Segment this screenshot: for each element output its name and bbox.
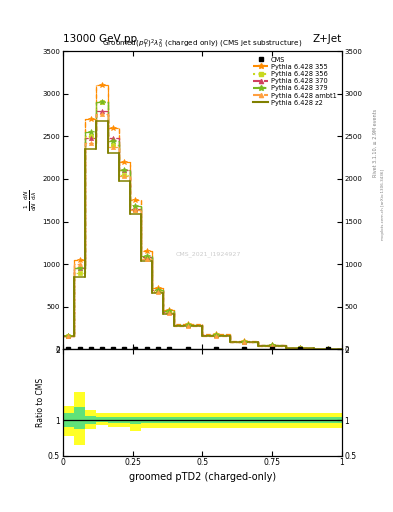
Title: Groomed$(p_T^D)^2\lambda_0^2$ (charged only) (CMS jet substructure): Groomed$(p_T^D)^2\lambda_0^2$ (charged o… xyxy=(102,38,303,51)
X-axis label: groomed pTD2 (charged-only): groomed pTD2 (charged-only) xyxy=(129,472,276,482)
Text: 13000 GeV pp: 13000 GeV pp xyxy=(63,33,137,44)
Y-axis label: $\frac{1}{\mathrm{d}N}$ $\frac{\mathrm{d}N}{\mathrm{d}\lambda}$: $\frac{1}{\mathrm{d}N}$ $\frac{\mathrm{d… xyxy=(23,189,39,211)
Legend: CMS, Pythia 6.428 355, Pythia 6.428 356, Pythia 6.428 370, Pythia 6.428 379, Pyt: CMS, Pythia 6.428 355, Pythia 6.428 356,… xyxy=(252,55,339,108)
Text: Rivet 3.1.10, ≥ 2.9M events: Rivet 3.1.10, ≥ 2.9M events xyxy=(373,109,378,178)
Text: Z+Jet: Z+Jet xyxy=(313,33,342,44)
Text: mcplots.cern.ch [arXiv:1306.3436]: mcplots.cern.ch [arXiv:1306.3436] xyxy=(381,169,385,240)
Text: CMS_2021_I1924927: CMS_2021_I1924927 xyxy=(175,251,241,257)
Y-axis label: Ratio to CMS: Ratio to CMS xyxy=(36,378,45,427)
